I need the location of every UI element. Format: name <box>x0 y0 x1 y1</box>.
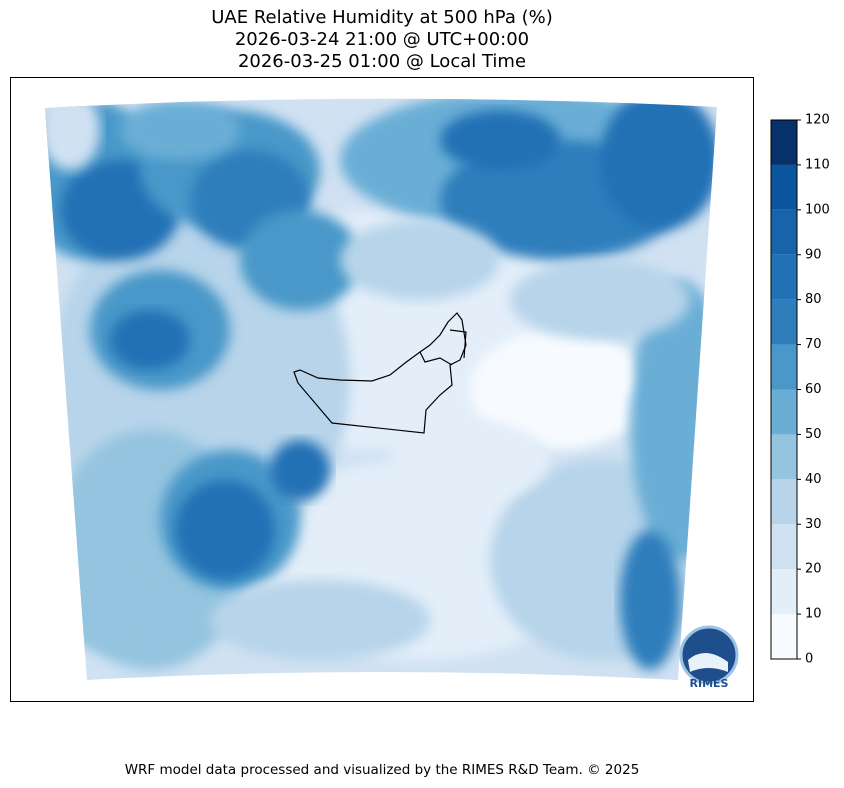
country-border <box>293 312 467 434</box>
humidity-area <box>510 340 630 420</box>
humidity-area <box>340 220 500 300</box>
colorbar-band <box>771 164 797 210</box>
tick-label: 40 <box>805 472 822 487</box>
title-line: 2026-03-25 01:00 @ Local Time <box>238 51 526 72</box>
logo: RIMES <box>679 625 739 690</box>
tick-label: 100 <box>805 202 830 217</box>
colorbar-band <box>771 209 797 255</box>
humidity-area <box>210 580 430 660</box>
colorbar-band <box>771 120 797 165</box>
tick-label: 50 <box>805 427 822 442</box>
tick-label: 70 <box>805 337 822 352</box>
plot-frame <box>10 77 754 702</box>
humidity-area <box>510 260 690 340</box>
colorbar: 0 10 20 30 40 50 60 70 80 90 100 110 120 <box>770 113 830 667</box>
humidity-area <box>270 440 330 500</box>
colorbar-band <box>771 614 797 659</box>
humidity-field <box>45 98 717 680</box>
colorbar-band <box>771 569 797 615</box>
tick-label: 80 <box>805 292 822 307</box>
colorbar-band <box>771 434 797 480</box>
tick-label: 60 <box>805 382 822 397</box>
tick-label: 120 <box>805 113 830 128</box>
humidity-area <box>620 530 680 670</box>
humidity-area <box>240 210 360 310</box>
title-line: UAE Relative Humidity at 500 hPa (%) <box>211 7 552 28</box>
tick-label: 0 <box>805 652 813 667</box>
tick-label: 30 <box>805 517 822 532</box>
humidity-area <box>110 310 190 370</box>
humidity-area <box>45 98 100 170</box>
tick-label: 10 <box>805 607 822 622</box>
logo-text: RIMES <box>690 677 729 690</box>
tick-label: 90 <box>805 247 822 262</box>
humidity-area <box>600 98 717 230</box>
colorbar-band <box>771 344 797 390</box>
humidity-area <box>120 100 240 160</box>
footer: WRF model data processed and visualized … <box>125 762 640 778</box>
humidity-area <box>50 550 170 650</box>
colorbar-band <box>771 254 797 300</box>
humidity-area <box>175 480 275 580</box>
humidity-area <box>440 110 560 170</box>
tick-label: 20 <box>805 562 822 577</box>
colorbar-band <box>771 389 797 435</box>
tick-label: 110 <box>805 157 830 172</box>
colorbar-band <box>771 524 797 570</box>
colorbar-band <box>771 479 797 525</box>
colorbar-band <box>771 299 797 345</box>
title-line: 2026-03-24 21:00 @ UTC+00:00 <box>235 29 529 50</box>
humidity-area <box>390 420 550 500</box>
